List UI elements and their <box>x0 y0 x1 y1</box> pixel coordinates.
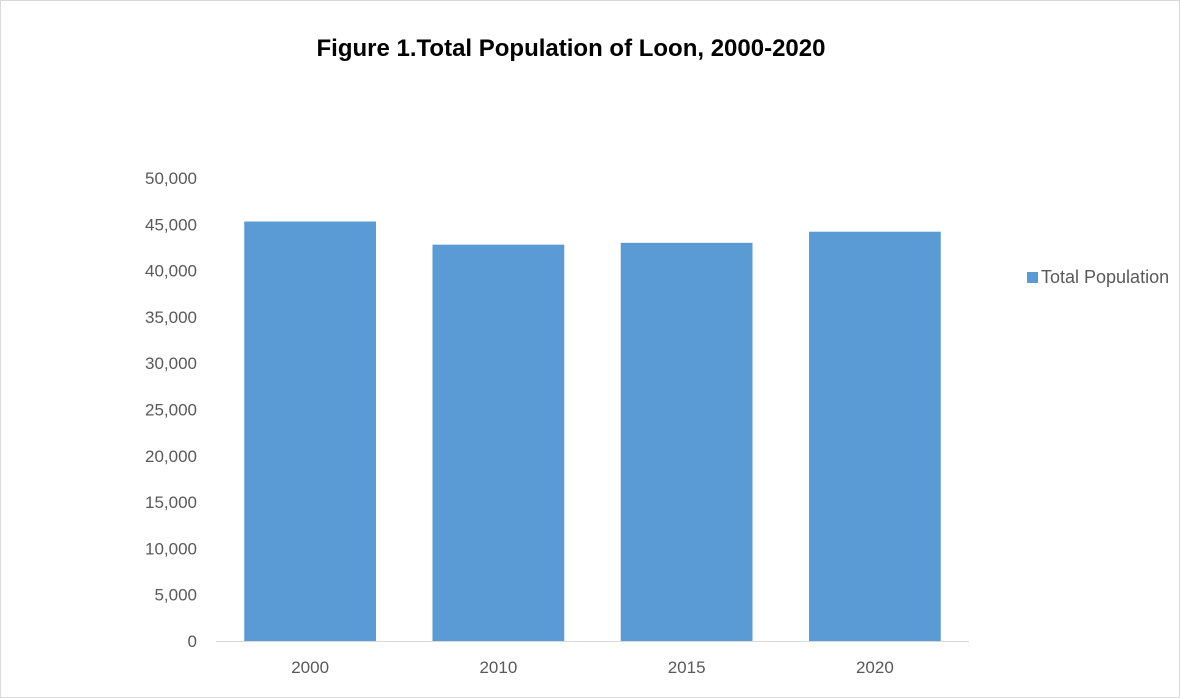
legend-label: Total Population <box>1041 267 1170 287</box>
legend-swatch <box>1027 272 1038 283</box>
y-tick-label: 35,000 <box>145 308 197 327</box>
bar-2020 <box>808 231 941 641</box>
bars <box>244 221 941 641</box>
x-tick-label: 2020 <box>856 658 894 677</box>
y-tick-label: 45,000 <box>145 215 197 234</box>
y-axis-ticks: 0 5,000 10,000 15,000 20,000 25,000 30,000 35,0… <box>145 169 197 651</box>
y-tick-label: 10,000 <box>145 539 197 558</box>
bar-2015 <box>620 242 753 641</box>
y-tick-label: 25,000 <box>145 401 197 420</box>
legend: Total Population <box>1027 265 1171 289</box>
chart-title: Figure 1.Total Population of Loon, 2000-… <box>316 35 826 62</box>
bar-2000 <box>244 221 377 641</box>
y-tick-label: 5,000 <box>154 586 197 605</box>
x-tick-label: 2000 <box>291 658 329 677</box>
y-tick-label: 15,000 <box>145 493 197 512</box>
y-tick-label: 0 <box>188 632 197 651</box>
x-tick-label: 2015 <box>668 658 706 677</box>
y-tick-label: 20,000 <box>145 447 197 466</box>
x-tick-label: 2010 <box>479 658 517 677</box>
bar-2010 <box>432 244 565 641</box>
x-axis-ticks: 2000 2010 2015 2020 <box>291 658 894 677</box>
y-tick-label: 30,000 <box>145 354 197 373</box>
y-tick-label: 50,000 <box>145 169 197 188</box>
y-tick-label: 40,000 <box>145 262 197 281</box>
